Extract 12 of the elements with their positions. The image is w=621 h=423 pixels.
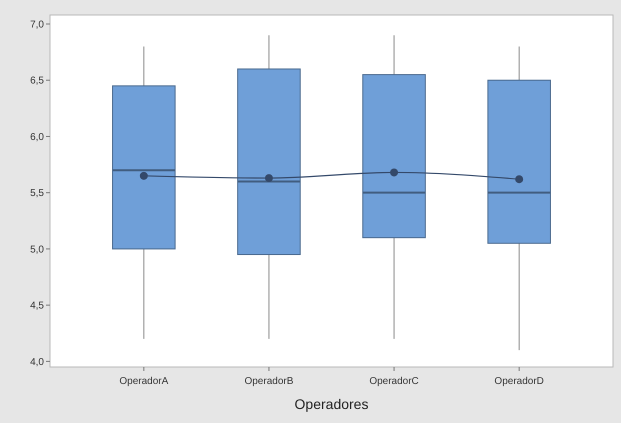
y-tick-label: 7,0	[30, 19, 44, 30]
y-tick-label: 4,0	[30, 356, 44, 368]
y-tick-label: 5,0	[30, 244, 44, 256]
y-tick-label: 6,5	[30, 76, 44, 87]
x-tick-label: OperadorA	[119, 376, 169, 387]
y-tick-label: 4,5	[30, 300, 44, 312]
x-tick-label: OperadorB	[244, 376, 294, 387]
y-tick-label: 5,5	[30, 188, 44, 200]
x-axis-title: Operadores	[294, 396, 368, 412]
x-tick-label: OperadorC	[369, 376, 419, 387]
x-tick-label: OperadorD	[494, 376, 544, 387]
y-tick-label: 6,0	[30, 132, 44, 143]
